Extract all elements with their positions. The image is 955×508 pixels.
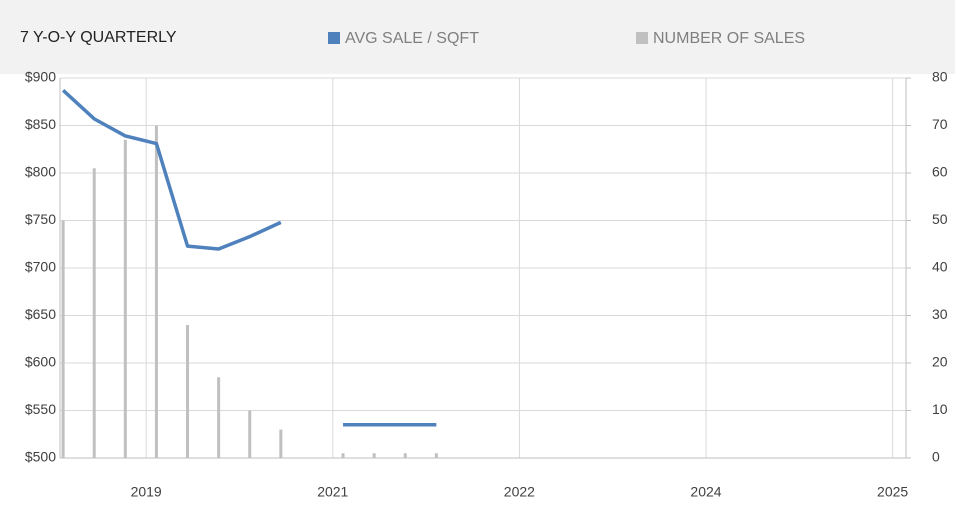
legend-swatch bbox=[636, 32, 648, 44]
y2-tick-label: 60 bbox=[932, 164, 948, 180]
y-tick-label: $800 bbox=[25, 164, 56, 180]
legend-swatch bbox=[328, 32, 340, 44]
chart-title: 7 Y-O-Y QUARTERLY bbox=[20, 29, 177, 46]
header-band bbox=[0, 0, 955, 74]
bar bbox=[279, 429, 283, 458]
bar bbox=[186, 325, 190, 458]
y-tick-label: $550 bbox=[25, 401, 56, 417]
y2-tick-label: 50 bbox=[932, 211, 948, 227]
line bbox=[61, 89, 437, 427]
y2-tick-label: 20 bbox=[932, 354, 948, 370]
bar bbox=[403, 453, 407, 458]
x-tick-label: 2022 bbox=[504, 484, 535, 500]
legend-label: AVG SALE / SQFT bbox=[345, 30, 479, 47]
y-tick-label: $700 bbox=[25, 259, 56, 275]
y2-tick-label: 0 bbox=[932, 449, 940, 465]
y2-tick-label: 30 bbox=[932, 306, 948, 322]
bar bbox=[341, 453, 345, 458]
bar bbox=[372, 453, 376, 458]
bar bbox=[123, 139, 127, 458]
bar bbox=[92, 168, 96, 458]
x-tick-label: 2021 bbox=[317, 484, 348, 500]
x-tick-label: 2019 bbox=[131, 484, 162, 500]
y-tick-label: $900 bbox=[25, 69, 56, 85]
bar bbox=[154, 125, 158, 458]
bar bbox=[217, 377, 221, 458]
x-tick-label: 2025 bbox=[877, 484, 908, 500]
legend-label: NUMBER OF SALES bbox=[653, 30, 805, 47]
y-tick-label: $850 bbox=[25, 116, 56, 132]
y-tick-label: $750 bbox=[25, 211, 56, 227]
y2-tick-label: 70 bbox=[932, 116, 948, 132]
x-tick-label: 2024 bbox=[690, 484, 721, 500]
y2-tick-label: 10 bbox=[932, 401, 948, 417]
bar bbox=[61, 220, 65, 458]
y-tick-label: $650 bbox=[25, 306, 56, 322]
bar bbox=[248, 410, 252, 458]
bar bbox=[434, 453, 438, 458]
y-tick-label: $500 bbox=[25, 449, 56, 465]
y-tick-label: $600 bbox=[25, 354, 56, 370]
y2-tick-label: 40 bbox=[932, 259, 948, 275]
y2-tick-label: 80 bbox=[932, 69, 948, 85]
